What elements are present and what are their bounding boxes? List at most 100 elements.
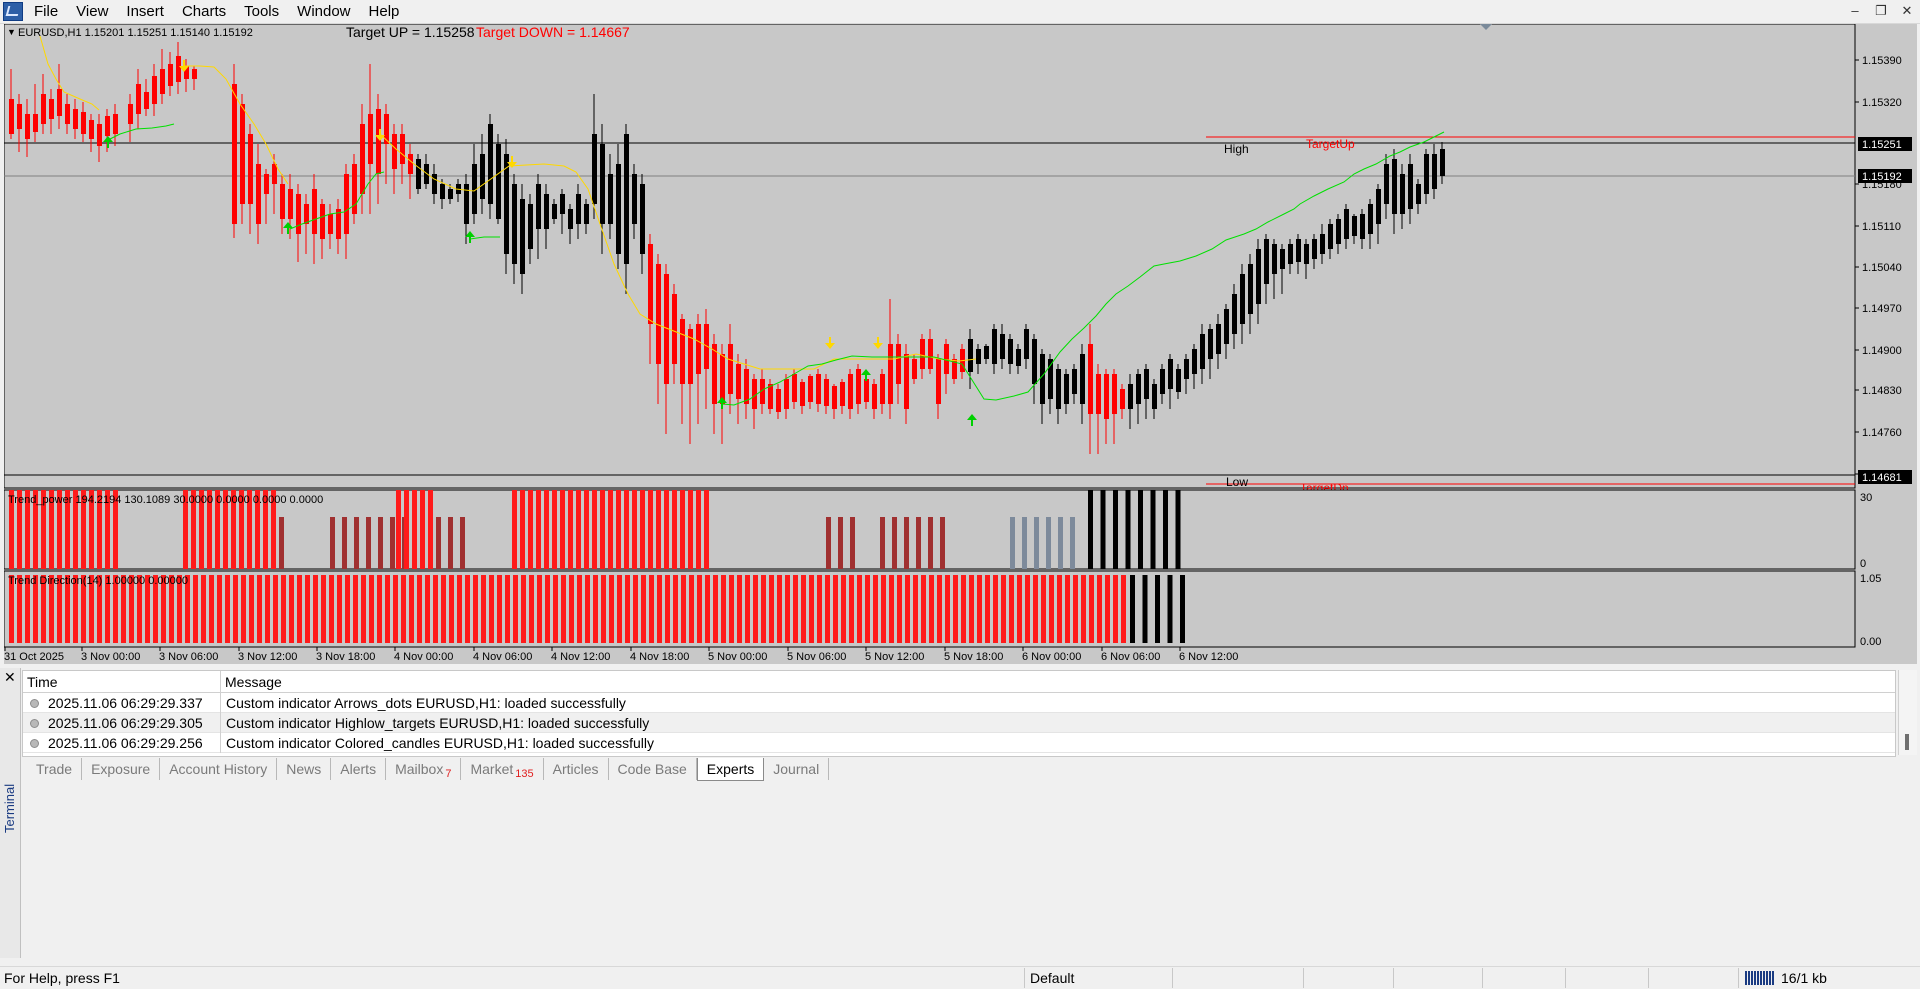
trend-power-bar xyxy=(904,517,909,569)
tab-alerts[interactable]: Alerts xyxy=(331,758,387,780)
trend-power-bar xyxy=(330,517,335,569)
trend-power-bar xyxy=(41,490,46,569)
trend-direction-bar xyxy=(1097,575,1102,643)
trend-power-bar xyxy=(366,517,371,569)
trend-direction-bar xyxy=(273,575,278,643)
trend-power-bar xyxy=(1175,490,1181,569)
menu-window[interactable]: Window xyxy=(297,3,351,20)
candle-body xyxy=(448,189,453,199)
menu-charts[interactable]: Charts xyxy=(181,3,227,20)
menu-help[interactable]: Help xyxy=(368,3,400,20)
trend-direction-bar xyxy=(753,575,758,643)
trend-direction-bar xyxy=(169,575,174,643)
tab-exposure[interactable]: Exposure xyxy=(82,758,161,780)
candle-body xyxy=(240,104,245,204)
trend-direction-bar xyxy=(881,575,886,643)
window-controls: – ❐ ✕ xyxy=(1842,0,1920,23)
price-pane[interactable] xyxy=(4,24,1856,489)
trend-power-bar xyxy=(512,490,517,569)
time-axis[interactable]: 31 Oct 2025 3 Nov 00:00 3 Nov 06:00 3 Nov 1… xyxy=(4,647,1238,663)
tab-account-history[interactable]: Account History xyxy=(160,758,278,780)
menu-view[interactable]: View xyxy=(76,3,109,20)
menu-insert[interactable]: Insert xyxy=(126,3,164,20)
scroll-thumb[interactable] xyxy=(1905,734,1909,750)
log-row[interactable]: 2025.11.06 06:29:29.256 Custom indicator… xyxy=(23,733,1895,753)
tab-market[interactable]: Market 135 xyxy=(461,758,544,780)
tab-articles[interactable]: Articles xyxy=(544,758,609,780)
log-row[interactable]: 2025.11.06 06:29:29.305 Custom indicator… xyxy=(23,713,1895,733)
tab-mailbox[interactable]: Mailbox 7 xyxy=(386,758,462,780)
tab-trade[interactable]: Trade xyxy=(22,758,83,780)
trend-power-bar xyxy=(520,490,525,569)
candle-body xyxy=(760,379,765,404)
trend-direction-bar xyxy=(833,575,838,643)
trend-direction-bar xyxy=(569,575,574,643)
price-scale[interactable]: 1.153901.153201.151801.151101.150401.149… xyxy=(1855,55,1902,481)
trend-power-bar xyxy=(1125,490,1131,569)
info-icon xyxy=(30,739,39,748)
log-row[interactable]: 2025.11.06 06:29:29.337 Custom indicator… xyxy=(23,693,1895,713)
candle-body xyxy=(128,104,133,124)
app-icon[interactable] xyxy=(3,2,23,21)
column-header-time[interactable]: Time xyxy=(23,671,221,693)
tab-journal[interactable]: Journal xyxy=(764,758,830,780)
trend-direction-bar xyxy=(353,575,358,643)
trend-direction-bar xyxy=(385,575,390,643)
candle-body xyxy=(1048,359,1053,399)
restore-button[interactable]: ❐ xyxy=(1875,3,1887,18)
trend-power-bar xyxy=(1138,490,1143,569)
candle-body xyxy=(1056,369,1061,409)
candle-body xyxy=(65,104,70,124)
column-header-message[interactable]: Message xyxy=(221,671,1895,693)
candle-body xyxy=(784,379,789,409)
chart-canvas[interactable]: ▼ EURUSD,H1 1.15201 1.15251 1.15140 1.15… xyxy=(4,24,1917,664)
connection-status[interactable]: 16/1 kb xyxy=(1745,970,1827,986)
sell-arrow-icon xyxy=(375,129,385,141)
candle-body xyxy=(296,194,301,234)
minimize-button[interactable]: – xyxy=(1851,3,1859,18)
experts-log-table[interactable]: Time Message 2025.11.06 06:29:29.337 Cus… xyxy=(22,670,1896,757)
candle-body xyxy=(344,174,349,234)
trend-direction-bar xyxy=(361,575,366,643)
candle-body xyxy=(328,214,333,234)
time-tick-label: 3 Nov 00:00 xyxy=(81,651,140,663)
trend-direction-bar xyxy=(281,575,286,643)
trend-direction-bar xyxy=(121,575,126,643)
candle-body xyxy=(1256,249,1261,304)
tab-news[interactable]: News xyxy=(277,758,332,780)
trend-direction-bar xyxy=(849,575,854,643)
time-tick-label: 3 Nov 12:00 xyxy=(238,651,297,663)
trend-direction-bar xyxy=(377,575,382,643)
status-profile[interactable]: Default xyxy=(1030,970,1075,986)
candle-body xyxy=(376,109,381,174)
trend-power-bar xyxy=(632,490,637,569)
chart-shift-marker[interactable] xyxy=(1480,24,1492,30)
trend-direction-bar xyxy=(769,575,774,643)
trend-direction-bar xyxy=(97,575,102,643)
close-button[interactable]: ✕ xyxy=(1901,3,1913,18)
close-icon[interactable]: ✕ xyxy=(4,669,16,685)
tab-experts[interactable]: Experts xyxy=(696,758,765,781)
chart-menu-arrow-icon[interactable]: ▼ xyxy=(7,27,16,37)
chart-window[interactable]: ▼ EURUSD,H1 1.15201 1.15251 1.15140 1.15… xyxy=(4,24,1917,664)
candle-body xyxy=(1392,159,1397,214)
trend-power-bar xyxy=(928,517,933,569)
candle-body xyxy=(1368,204,1373,234)
log-time: 2025.11.06 06:29:29.256 xyxy=(48,735,203,751)
candle-body xyxy=(1240,274,1245,324)
candle-body xyxy=(17,104,22,129)
menu-tools[interactable]: Tools xyxy=(244,3,280,20)
time-tick-label: 5 Nov 18:00 xyxy=(944,651,1003,663)
trend-direction-bar xyxy=(433,575,438,643)
candle-body xyxy=(752,379,757,409)
trend-direction-bar xyxy=(609,575,614,643)
time-tick-label: 31 Oct 2025 xyxy=(4,651,64,663)
trend-power-bar xyxy=(680,490,685,569)
tab-code-base[interactable]: Code Base xyxy=(609,758,697,780)
candle-body xyxy=(736,364,741,399)
menu-file[interactable]: File xyxy=(34,3,59,20)
price-tick-label: 1.15320 xyxy=(1862,97,1902,109)
log-scrollbar[interactable] xyxy=(1898,670,1917,755)
trend-direction-bar xyxy=(265,575,270,643)
candle-body xyxy=(1088,344,1093,414)
